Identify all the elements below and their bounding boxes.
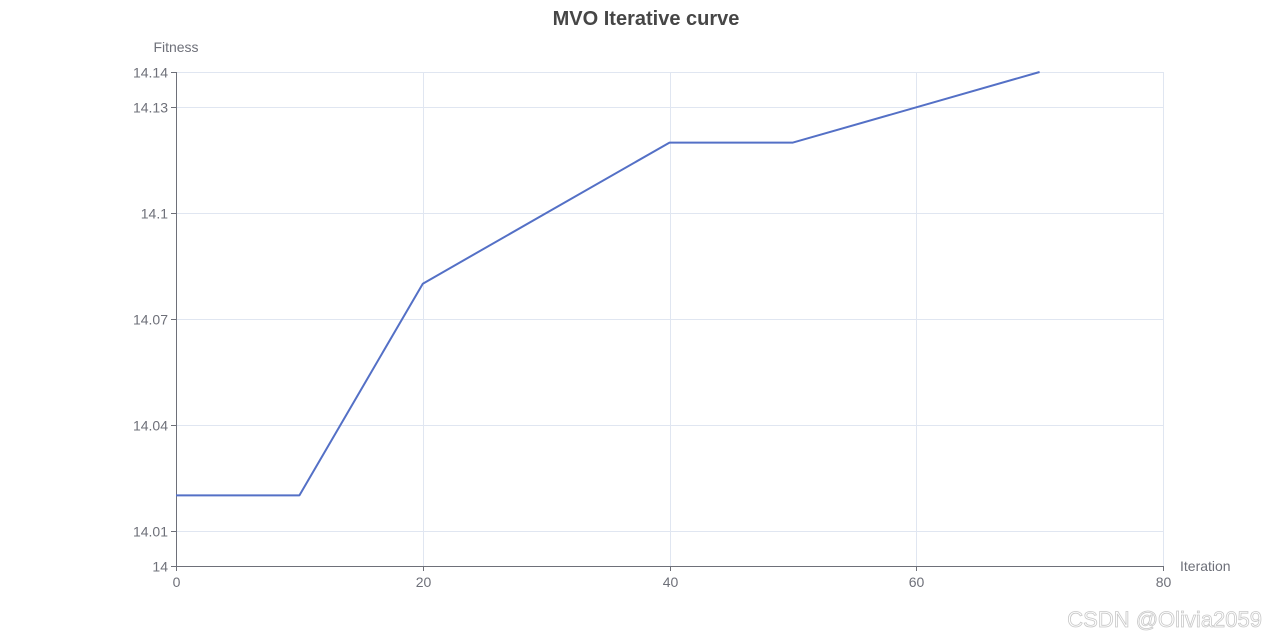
axes xyxy=(176,72,1163,567)
y-tick-label: 14.04 xyxy=(133,418,168,434)
y-tick-label: 14.01 xyxy=(133,524,168,540)
x-tick-label: 0 xyxy=(173,574,181,590)
y-axis-label: Fitness xyxy=(153,39,198,55)
y-tick-label: 14.1 xyxy=(141,206,168,222)
y-tick-label: 14.14 xyxy=(133,65,168,81)
x-tick-label: 80 xyxy=(1156,574,1172,590)
x-tick-label: 20 xyxy=(416,574,432,590)
x-tick-label: 60 xyxy=(909,574,925,590)
watermark: CSDN @Olivia2059 xyxy=(1067,607,1262,632)
y-tick-label: 14 xyxy=(152,559,168,575)
y-tick-label: 14.13 xyxy=(133,100,168,116)
x-tick-label: 40 xyxy=(663,574,679,590)
series xyxy=(176,71,1040,497)
y-axis-ticks: 14 14.01 14.04 14.07 14.1 14.13 14.14 xyxy=(133,65,176,575)
grid xyxy=(176,72,1164,566)
x-axis-label: Iteration xyxy=(1180,558,1231,574)
series-line xyxy=(176,71,1040,497)
chart-title: MVO Iterative curve xyxy=(553,8,740,30)
x-axis-ticks: 0 20 40 60 80 xyxy=(173,566,1172,590)
y-tick-label: 14.07 xyxy=(133,312,168,328)
